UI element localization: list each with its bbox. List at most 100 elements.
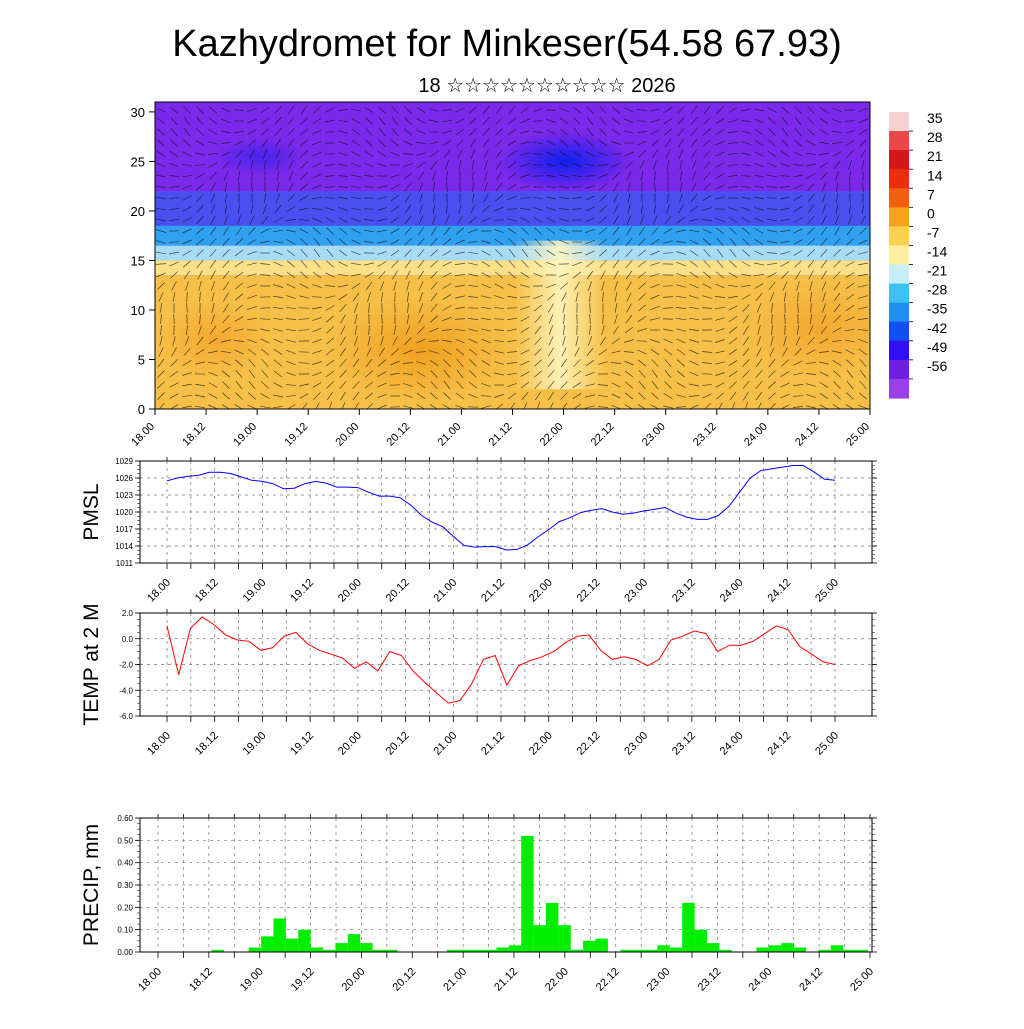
x-tick-label: 19.00 <box>241 577 269 605</box>
x-tick-label: 25.00 <box>813 577 841 605</box>
x-tick-label: 20.00 <box>336 730 364 758</box>
x-tick-label: 21.12 <box>479 577 507 605</box>
x-tick-label: 20.12 <box>385 421 413 449</box>
x-tick-label: 21.12 <box>492 966 520 994</box>
x-tick-label: 18.00 <box>129 421 157 449</box>
colorbar-label: 14 <box>927 167 943 183</box>
chart-subtitle: 18 ☆☆☆☆☆☆☆☆☆☆ 2026 <box>418 75 675 97</box>
precip-bar <box>546 903 558 952</box>
y-tick-label: -2.0 <box>119 661 133 670</box>
x-tick-label: 20.12 <box>390 966 418 994</box>
x-tick-label: 18.00 <box>136 966 164 994</box>
colorbar-swatch <box>889 226 909 246</box>
x-tick-label: 24.12 <box>797 966 825 994</box>
colorbar-swatch <box>889 322 909 342</box>
colorbar-swatch <box>889 207 909 227</box>
precip-bar <box>521 836 533 952</box>
colorbar-label: 28 <box>927 129 943 145</box>
colorbar-swatch <box>889 360 909 380</box>
colorbar-swatch <box>889 303 909 323</box>
chart-title: Kazhydromet for Minkeser(54.58 67.93) <box>172 23 842 65</box>
precip-bar <box>707 943 719 952</box>
y-tick-label: -4.0 <box>119 686 133 695</box>
y-tick-label: 0.60 <box>117 814 133 823</box>
x-tick-label: 24.00 <box>746 966 774 994</box>
y-tick-label: 30 <box>131 105 145 120</box>
precip-bar <box>657 945 669 952</box>
precip-bar <box>794 948 806 953</box>
x-tick-label: 19.12 <box>282 421 310 449</box>
colorbar-label: -35 <box>927 301 947 317</box>
precip-bar <box>583 941 595 952</box>
colorbar-swatch <box>889 265 909 285</box>
x-tick-label: 25.00 <box>813 730 841 758</box>
colorbar-label: -28 <box>927 282 947 298</box>
y-tick-label: 1023 <box>115 491 133 500</box>
x-tick-label: 19.12 <box>288 730 316 758</box>
y-tick-label: 1014 <box>115 542 133 551</box>
colorbar-swatch <box>889 188 909 208</box>
x-tick-label: 22.00 <box>527 577 555 605</box>
x-tick-label: 23.00 <box>622 577 650 605</box>
x-tick-label: 22.00 <box>538 421 566 449</box>
colorbar-label: -14 <box>927 244 947 260</box>
y-tick-label: 1017 <box>115 525 133 534</box>
precip-bar <box>348 934 360 952</box>
x-tick-label: 20.12 <box>384 577 412 605</box>
x-tick-label: 24.12 <box>765 577 793 605</box>
y-tick-label: 0.0 <box>122 635 134 644</box>
precip-bar <box>496 948 508 953</box>
x-tick-label: 19.00 <box>231 421 259 449</box>
x-tick-label: 23.12 <box>670 730 698 758</box>
colorbar-swatch <box>889 112 909 132</box>
x-tick-label: 23.00 <box>640 421 668 449</box>
x-tick-label: 22.00 <box>527 730 555 758</box>
precip-bar <box>695 930 707 952</box>
colorbar-label: -21 <box>927 263 947 279</box>
colorbar-label: -7 <box>927 224 940 240</box>
y-tick-label: 0.10 <box>117 926 133 935</box>
colorbar-swatch <box>889 379 909 399</box>
precip-bar <box>596 939 608 952</box>
cold-core <box>215 138 305 174</box>
x-tick-label: 18.00 <box>145 730 173 758</box>
field-band <box>155 191 870 226</box>
colorbar-label: -42 <box>927 320 947 336</box>
precip-bar <box>781 943 793 952</box>
y-tick-label: 5 <box>138 352 145 367</box>
precip-bar <box>509 945 521 952</box>
y-tick-label: 2.0 <box>122 609 134 618</box>
x-tick-label: 21.12 <box>479 730 507 758</box>
y-tick-label: 20 <box>131 204 145 219</box>
x-tick-label: 21.00 <box>436 421 464 449</box>
colorbar-swatch <box>889 284 909 304</box>
x-tick-label: 24.00 <box>718 577 746 605</box>
y-tick-label: 1029 <box>115 457 133 466</box>
precip-bar <box>682 903 694 952</box>
colorbar-label: 0 <box>927 205 935 221</box>
x-tick-label: 24.00 <box>718 730 746 758</box>
x-tick-label: 24.12 <box>793 421 821 449</box>
y-tick-label: 0.40 <box>117 859 133 868</box>
x-tick-label: 23.12 <box>670 577 698 605</box>
x-tick-label: 21.00 <box>441 966 469 994</box>
y-tick-label: 1026 <box>115 474 133 483</box>
x-tick-label: 22.12 <box>594 966 622 994</box>
precip-bar <box>311 948 323 953</box>
precip-bar <box>757 948 769 953</box>
x-tick-label: 22.12 <box>589 421 617 449</box>
x-tick-label: 24.00 <box>742 421 770 449</box>
x-tick-label: 22.12 <box>575 730 603 758</box>
y-tick-label: 25 <box>131 154 145 169</box>
y-tick-label: 10 <box>131 303 145 318</box>
y-axis-label: TEMP at 2 M <box>80 603 103 725</box>
x-tick-label: 23.00 <box>645 966 673 994</box>
precip-bar <box>335 943 347 952</box>
x-tick-label: 24.12 <box>765 730 793 758</box>
